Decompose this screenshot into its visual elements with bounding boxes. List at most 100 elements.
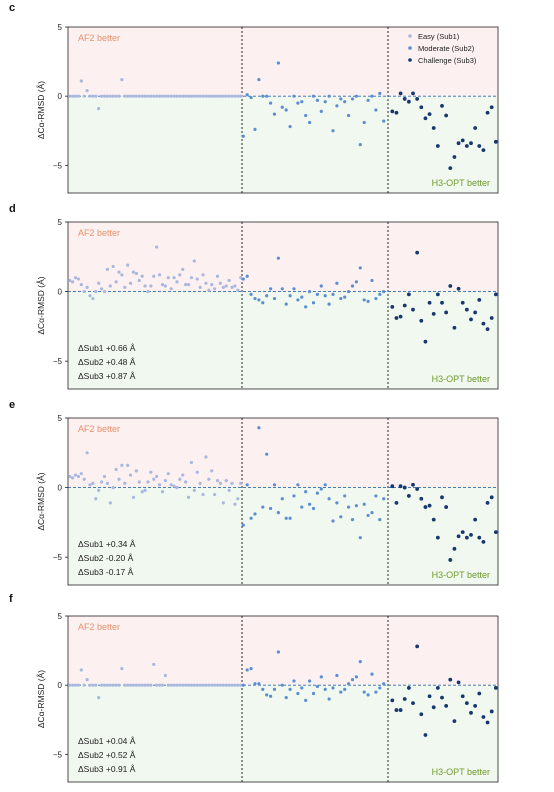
plot-frame	[67, 417, 499, 586]
data-point-easy	[146, 94, 150, 98]
data-point-challenge	[485, 720, 490, 725]
data-point-challenge	[489, 316, 494, 320]
data-point-challenge	[448, 677, 453, 682]
data-point-easy	[114, 683, 118, 687]
data-point-easy	[236, 497, 240, 501]
data-point-easy	[236, 288, 240, 292]
data-point-challenge	[394, 500, 399, 505]
data-point-easy	[94, 683, 98, 687]
data-point-challenge	[469, 141, 473, 146]
data-point-easy	[88, 294, 92, 298]
data-point-easy	[143, 683, 147, 687]
data-point-easy	[76, 277, 81, 281]
data-point-easy	[169, 94, 173, 98]
data-point-moderate	[292, 494, 296, 498]
data-point-moderate	[300, 686, 304, 690]
data-point-easy	[186, 283, 191, 287]
data-point-moderate	[241, 683, 245, 687]
data-point-moderate	[284, 108, 288, 112]
data-point-challenge	[435, 292, 440, 297]
data-point-easy	[76, 474, 81, 479]
data-point-moderate	[331, 129, 335, 133]
data-point-easy	[71, 683, 75, 687]
data-point-easy	[169, 683, 173, 687]
data-point-challenge	[460, 530, 465, 535]
data-point-easy	[88, 483, 92, 487]
data-point-easy	[91, 683, 95, 687]
data-point-easy	[172, 484, 176, 488]
data-point-easy	[163, 94, 167, 98]
data-point-challenge	[398, 91, 403, 96]
data-point-easy	[149, 470, 153, 474]
data-point-moderate	[335, 501, 339, 505]
data-point-moderate	[331, 519, 335, 523]
legend-marker-easy	[408, 34, 412, 38]
data-point-challenge	[398, 708, 403, 712]
h3opt-better-label: H3-OPT better	[432, 570, 490, 580]
data-point-easy	[236, 94, 240, 98]
h3opt-better-label: H3-OPT better	[432, 374, 490, 384]
data-point-challenge	[419, 496, 424, 501]
data-point-easy	[210, 94, 214, 98]
data-point-easy	[108, 284, 112, 288]
data-point-moderate	[304, 113, 308, 118]
data-point-easy	[111, 94, 115, 98]
data-point-easy	[233, 94, 237, 98]
legend-marker-challenge	[408, 58, 412, 62]
data-point-easy	[160, 683, 165, 687]
data-point-easy	[143, 94, 147, 98]
data-point-easy	[71, 476, 75, 480]
data-point-challenge	[431, 311, 436, 316]
data-point-easy	[73, 276, 78, 280]
data-point-easy	[123, 683, 127, 687]
data-point-easy	[79, 79, 83, 83]
data-point-moderate	[339, 296, 343, 301]
data-point-easy	[157, 483, 162, 487]
data-point-easy	[155, 474, 159, 479]
data-point-moderate	[323, 100, 327, 104]
data-point-easy	[224, 683, 228, 687]
h3opt-better-label: H3-OPT better	[432, 767, 490, 777]
data-point-easy	[152, 94, 156, 98]
data-point-challenge	[402, 97, 407, 101]
data-point-challenge	[427, 694, 432, 699]
data-point-moderate	[265, 294, 269, 298]
data-point-easy	[126, 463, 130, 467]
data-point-easy	[157, 273, 162, 277]
data-point-easy	[192, 259, 196, 263]
data-point-easy	[198, 94, 202, 98]
data-point-moderate	[307, 289, 312, 294]
data-point-easy	[233, 284, 237, 288]
data-point-moderate	[346, 113, 351, 118]
data-point-easy	[210, 283, 214, 287]
data-point-easy	[184, 283, 188, 287]
data-point-moderate	[315, 491, 319, 495]
data-point-moderate	[327, 94, 331, 98]
af2-region	[68, 418, 498, 488]
data-point-moderate	[374, 296, 378, 301]
data-point-challenge	[456, 141, 461, 146]
data-point-moderate	[354, 504, 358, 508]
data-point-easy	[126, 683, 130, 687]
data-point-easy	[91, 481, 95, 486]
data-point-moderate	[315, 684, 319, 689]
data-point-moderate	[331, 292, 335, 296]
data-point-easy	[131, 94, 136, 98]
data-point-moderate	[296, 691, 300, 696]
data-point-moderate	[319, 487, 323, 491]
legend: Easy (Sub1) Moderate (Sub2) Challenge (Sub…	[408, 32, 477, 65]
data-point-moderate	[261, 687, 265, 691]
data-point-challenge	[444, 704, 449, 708]
data-point-moderate	[300, 295, 304, 299]
data-point-moderate	[366, 299, 370, 303]
af2-better-label: AF2 better	[78, 622, 120, 632]
data-point-moderate	[343, 687, 347, 691]
data-point-easy	[97, 696, 101, 700]
data-point-easy	[215, 683, 220, 687]
data-point-challenge	[469, 710, 473, 715]
data-point-moderate	[315, 98, 319, 102]
data-point-easy	[181, 267, 185, 271]
data-point-easy	[192, 488, 196, 492]
data-point-easy	[227, 683, 231, 687]
data-point-moderate	[370, 672, 374, 676]
